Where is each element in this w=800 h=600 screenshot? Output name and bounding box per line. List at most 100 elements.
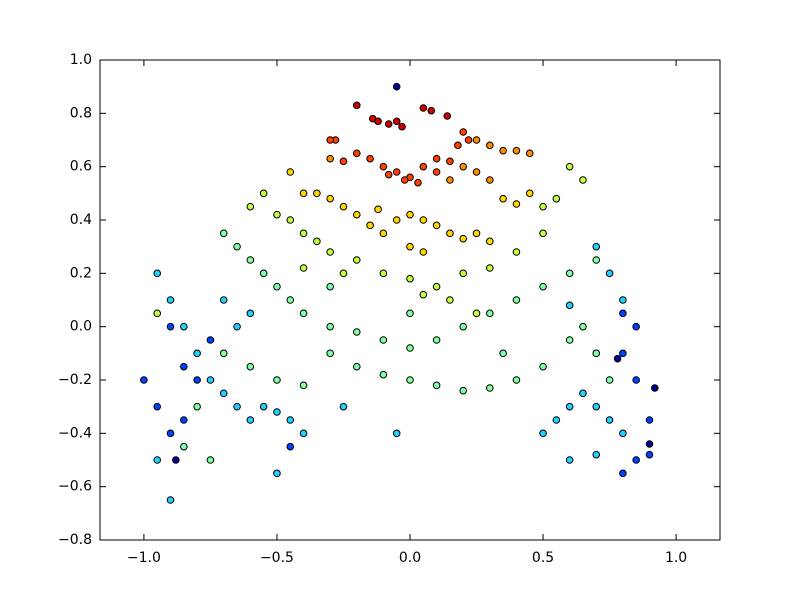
x-tick-label: −1.0: [127, 550, 161, 566]
point: [180, 442, 188, 451]
point: [525, 189, 534, 198]
point: [273, 408, 281, 416]
point: [419, 104, 428, 112]
y-tick-label: 0.4: [70, 212, 92, 228]
axes-frame: [99, 59, 721, 541]
point: [605, 416, 614, 424]
point: [246, 416, 255, 424]
point: [233, 242, 241, 251]
point: [313, 237, 321, 246]
point: [246, 309, 255, 318]
point: [446, 296, 454, 304]
point: [384, 120, 393, 128]
point: [374, 205, 382, 214]
point: [166, 322, 175, 331]
point: [259, 402, 268, 411]
point: [499, 194, 507, 203]
point: [153, 309, 162, 318]
point: [219, 349, 228, 358]
point: [464, 136, 473, 144]
point: [400, 176, 409, 184]
point: [512, 248, 521, 256]
x-tick-label: 0.5: [532, 550, 554, 566]
point: [406, 309, 414, 318]
point: [499, 349, 507, 358]
point: [619, 296, 627, 304]
point: [140, 376, 148, 384]
point: [352, 149, 361, 158]
point: [632, 376, 640, 384]
point: [459, 322, 468, 331]
point: [565, 301, 574, 310]
plot-area: [100, 60, 720, 540]
point: [153, 269, 162, 278]
point: [512, 376, 521, 384]
point: [219, 229, 228, 238]
point: [392, 429, 401, 438]
point: [592, 349, 601, 358]
point: [193, 402, 201, 411]
point: [392, 117, 401, 126]
point: [286, 168, 295, 176]
point: [565, 269, 574, 278]
point: [379, 162, 388, 171]
point: [286, 296, 295, 304]
point: [592, 402, 601, 411]
point: [299, 229, 308, 238]
point: [326, 194, 334, 203]
point: [166, 429, 175, 438]
point: [406, 274, 414, 283]
point: [233, 402, 241, 411]
point: [180, 322, 188, 331]
point: [339, 202, 348, 211]
point: [374, 117, 382, 126]
point: [472, 168, 481, 176]
point: [219, 389, 228, 398]
point: [352, 328, 361, 336]
point: [273, 282, 281, 291]
point: [539, 429, 547, 438]
point: [565, 162, 574, 171]
point: [459, 386, 468, 395]
point: [180, 416, 188, 424]
point: [326, 322, 334, 331]
x-tick-label: 1.0: [665, 550, 687, 566]
point: [539, 229, 547, 238]
point: [246, 256, 255, 264]
point: [459, 128, 468, 136]
point: [619, 469, 627, 478]
point: [486, 384, 494, 392]
y-tick-label: −0.8: [58, 532, 92, 548]
y-tick-label: −0.4: [58, 425, 92, 441]
point: [259, 189, 268, 198]
y-tick-label: 0.0: [70, 319, 92, 335]
point: [427, 106, 436, 115]
point: [619, 429, 627, 438]
point: [552, 194, 561, 203]
point: [539, 202, 547, 211]
y-tick-label: −0.2: [58, 372, 92, 388]
point: [366, 154, 374, 163]
point: [299, 429, 308, 438]
point: [339, 157, 348, 166]
point: [419, 162, 428, 171]
point: [326, 282, 334, 291]
point: [339, 402, 348, 411]
point: [219, 296, 228, 304]
point: [286, 442, 295, 451]
point: [432, 282, 441, 291]
point: [273, 469, 281, 478]
point: [406, 242, 414, 251]
point: [286, 416, 295, 424]
point: [486, 264, 494, 272]
point: [246, 362, 255, 371]
y-tick-label: 0.2: [70, 265, 92, 281]
point: [432, 154, 441, 163]
y-tick-label: −0.6: [58, 479, 92, 495]
point: [414, 178, 422, 187]
point: [486, 176, 494, 184]
point: [605, 269, 614, 278]
x-tick-label: 0.0: [399, 550, 421, 566]
point: [419, 216, 428, 224]
